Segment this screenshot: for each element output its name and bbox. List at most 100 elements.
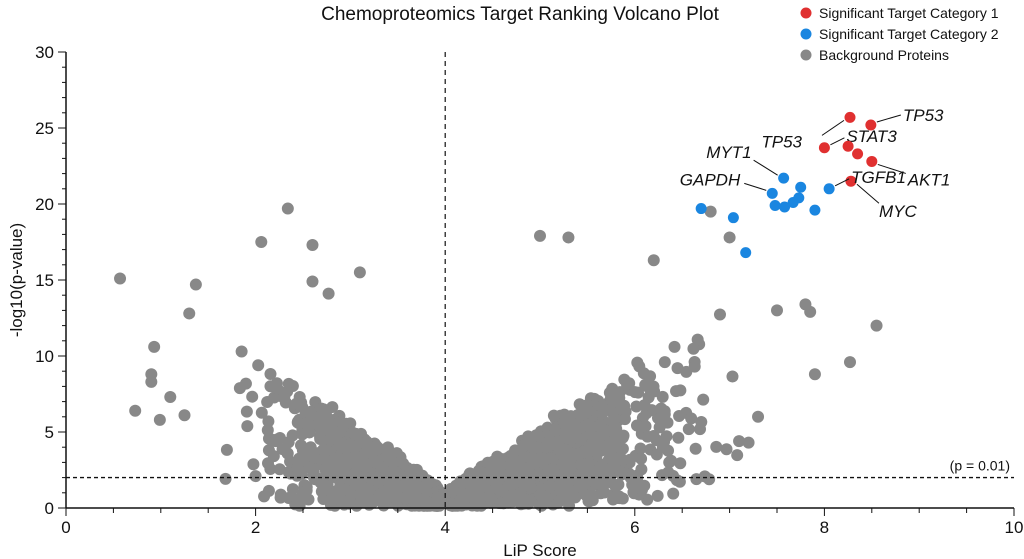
background-point — [658, 356, 671, 369]
background-point — [291, 462, 304, 475]
label-leader-line — [753, 159, 778, 176]
x-axis-label: LiP Score — [503, 541, 576, 559]
background-point — [556, 476, 569, 489]
background-point — [389, 477, 402, 490]
background-point — [638, 399, 651, 412]
background-point — [742, 436, 755, 449]
background-point — [647, 254, 660, 267]
legend-marker — [800, 28, 812, 40]
background-point — [559, 454, 572, 467]
significant-point — [695, 203, 707, 215]
background-point — [573, 408, 586, 421]
y-tick-label: 0 — [45, 499, 54, 518]
background-point — [444, 485, 457, 498]
background-point — [608, 413, 621, 426]
background-point — [621, 379, 634, 392]
background-point — [667, 487, 680, 500]
background-point — [291, 416, 304, 429]
background-point — [634, 442, 647, 455]
background-point — [685, 412, 698, 425]
background-point — [367, 496, 380, 509]
background-point — [644, 370, 657, 383]
background-point — [731, 449, 744, 462]
background-point — [359, 447, 372, 460]
significant-point — [818, 142, 830, 154]
background-point — [526, 440, 539, 453]
background-point — [294, 439, 307, 452]
x-tick-label: 4 — [440, 518, 449, 537]
background-point — [322, 287, 335, 300]
background-point — [665, 454, 678, 467]
background-point — [246, 390, 259, 403]
background-point — [353, 266, 366, 279]
label-leader-line — [834, 178, 850, 187]
point-label: TP53 — [761, 132, 802, 151]
label-leader-line — [876, 114, 901, 123]
background-point — [302, 493, 315, 506]
background-point — [235, 345, 248, 358]
background-point — [178, 409, 191, 422]
background-point — [843, 356, 856, 369]
background-point — [388, 491, 401, 504]
background-point — [704, 205, 717, 218]
background-point — [404, 478, 417, 491]
background-point — [368, 444, 381, 457]
background-point — [500, 469, 513, 482]
background-point — [420, 485, 433, 498]
background-point — [271, 382, 284, 395]
background-point — [350, 499, 363, 512]
legend-label: Background Proteins — [819, 47, 949, 63]
significant-point — [865, 119, 877, 131]
point-label: MYT1 — [706, 143, 751, 162]
chart-marks: (p = 0.01) TP53 TP53 STAT3 AKT1 MYC MYT1 GAPDH T… — [66, 52, 1014, 508]
background-point — [504, 459, 517, 472]
background-point — [726, 370, 739, 383]
background-point — [609, 480, 622, 493]
background-point — [668, 340, 681, 353]
background-point — [558, 418, 571, 431]
background-point — [317, 493, 330, 506]
background-point — [262, 415, 275, 428]
background-point — [674, 457, 687, 470]
background-point — [273, 432, 286, 445]
background-point — [506, 488, 519, 501]
background-point — [713, 308, 726, 321]
significant-point — [866, 155, 878, 167]
legend-marker — [800, 49, 812, 61]
background-point — [662, 466, 675, 479]
background-point — [262, 484, 275, 497]
background-point — [524, 481, 537, 494]
background-point — [688, 360, 701, 373]
background-point — [529, 457, 542, 470]
background-point — [596, 480, 609, 493]
background-point — [689, 442, 702, 455]
significant-point — [778, 172, 790, 184]
background-point — [595, 400, 608, 413]
background-point — [549, 424, 562, 437]
background-point — [562, 231, 575, 244]
significant-point — [844, 111, 856, 123]
background-point — [286, 483, 299, 496]
background-point — [561, 444, 574, 457]
point-label: TGFB1 — [851, 168, 906, 187]
background-point — [189, 278, 202, 291]
background-point — [672, 431, 685, 444]
y-tick-label: 20 — [35, 195, 54, 214]
background-cloud — [219, 308, 744, 512]
background-point — [381, 441, 394, 454]
background-point — [255, 406, 268, 419]
point-label: TP53 — [903, 106, 944, 125]
x-tick-label: 10 — [1005, 518, 1024, 537]
legend-marker — [800, 7, 812, 19]
background-point — [641, 430, 654, 443]
background-point — [596, 462, 609, 475]
significant-point — [727, 212, 739, 224]
background-point — [255, 236, 268, 248]
axes: 0 2 4 6 8 10 0 5 10 15 20 25 30 — [35, 43, 1023, 537]
background-point — [594, 418, 607, 431]
significant-point — [852, 148, 864, 160]
background-point — [354, 480, 367, 493]
significant-point — [766, 187, 778, 199]
background-point — [492, 482, 505, 495]
